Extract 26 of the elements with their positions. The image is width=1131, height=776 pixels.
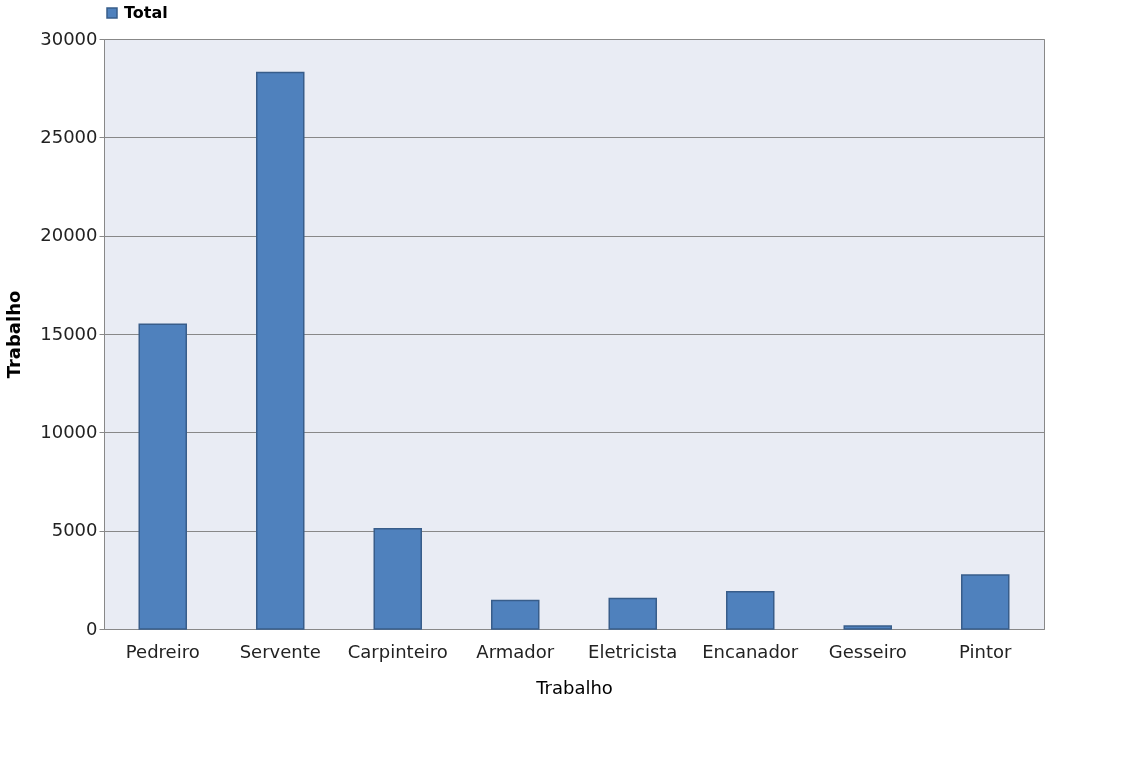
bar (373, 527, 422, 630)
y-tick-label: 30000 (40, 27, 98, 49)
y-tick-label: 20000 (40, 224, 98, 246)
y-tick-label: 0 (86, 617, 98, 639)
y-tick-label: 25000 (40, 125, 98, 147)
bar (843, 625, 892, 630)
y-tick-label: 15000 (40, 322, 98, 344)
bar (726, 590, 775, 630)
x-tick-label: Gesseiro (828, 640, 907, 662)
x-tick-label: Armador (476, 640, 555, 662)
y-tick-label: 10000 (40, 420, 98, 442)
x-tick-label: Pedreiro (125, 640, 200, 662)
x-tick-label: Eletricista (588, 640, 678, 662)
bar (961, 574, 1010, 630)
x-tick-label: Encanador (702, 640, 799, 662)
x-tick-label: Servente (239, 640, 321, 662)
bar (256, 71, 305, 630)
y-tick-label: 5000 (51, 519, 98, 541)
bar (608, 597, 657, 630)
bar (138, 323, 187, 630)
x-tick-label: Pintor (959, 640, 1013, 662)
bar (491, 599, 540, 630)
legend-label: Total (124, 3, 168, 22)
y-axis-title: Trabalho (3, 290, 25, 379)
x-axis-title: Trabalho (535, 676, 613, 698)
x-tick-label: Carpinteiro (347, 640, 448, 662)
